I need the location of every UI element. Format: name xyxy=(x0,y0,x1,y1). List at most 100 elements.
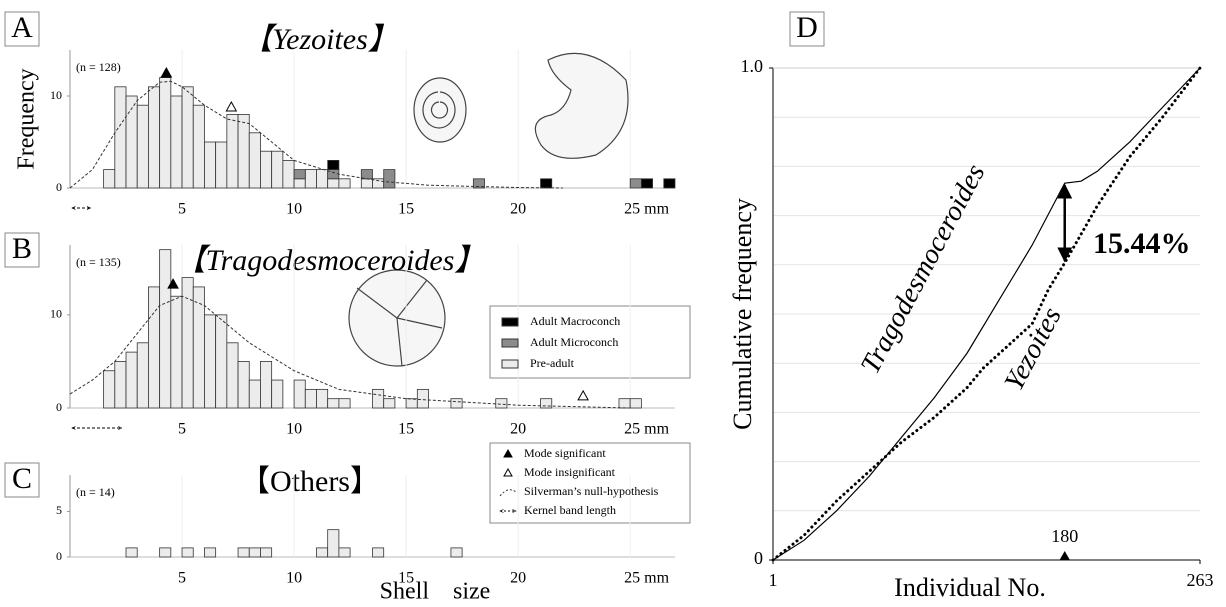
bar xyxy=(260,547,273,558)
x-tick-label: 1 xyxy=(769,570,778,590)
x-tick-label: 25 mm xyxy=(624,421,669,438)
x-axis-label: Shell size xyxy=(380,579,491,605)
series-label: Yezoites xyxy=(999,302,1068,395)
bar xyxy=(237,547,250,558)
bar xyxy=(372,388,385,409)
null-hypothesis-curve xyxy=(69,295,631,409)
bar xyxy=(226,114,239,189)
x-tick-label: 5 xyxy=(178,570,186,587)
x-tick-label: 5 xyxy=(178,421,186,438)
bar xyxy=(192,104,205,189)
key-symbol xyxy=(503,448,513,458)
x-axis-label: Individual No. xyxy=(894,573,1046,602)
bar xyxy=(237,114,250,189)
bar xyxy=(304,388,317,409)
bar xyxy=(170,295,183,409)
panel-letter-box xyxy=(789,11,825,47)
bar xyxy=(204,547,217,558)
bar xyxy=(450,398,463,409)
bar xyxy=(170,95,183,189)
key-label: Mode significant xyxy=(524,446,606,460)
bar xyxy=(103,370,116,409)
panel-title: 【Tragodesmoceroides】 xyxy=(176,244,485,277)
bar xyxy=(416,388,429,409)
y-tick-label: 10 xyxy=(50,307,62,321)
bar xyxy=(271,150,284,189)
bar xyxy=(237,361,250,409)
mode-marker xyxy=(225,101,238,112)
bar xyxy=(148,286,161,409)
bar xyxy=(383,169,396,189)
panel-letter: A xyxy=(11,11,33,44)
bar xyxy=(148,86,161,189)
bar xyxy=(136,104,149,189)
x-tick-label: 15 xyxy=(398,570,414,587)
sample-size: (n = 135) xyxy=(76,255,121,269)
x-tick-label: 5 xyxy=(178,201,186,218)
legend-label: Adult Macroconch xyxy=(530,314,620,328)
bar xyxy=(248,132,261,189)
x-tick-label: 20 xyxy=(510,570,526,587)
bar xyxy=(327,178,340,189)
x-tick-label: 20 xyxy=(510,201,526,218)
x-tick-label: 10 xyxy=(286,570,302,587)
y-tick-label: 5 xyxy=(56,503,62,517)
key-label: Kernel band length xyxy=(524,503,616,517)
key-label: Silverman’s null-hypothesis xyxy=(524,484,659,498)
mode-marker xyxy=(577,389,589,401)
bar xyxy=(629,398,642,409)
x-tick-label: 15 xyxy=(398,421,414,438)
bar xyxy=(136,342,149,409)
bar xyxy=(125,351,138,409)
panel-title: 【Yezoites】 xyxy=(242,23,398,56)
cumulative-line xyxy=(772,67,1201,561)
bar xyxy=(293,178,306,189)
panel-letter: C xyxy=(12,462,32,495)
bar xyxy=(450,547,463,558)
bar xyxy=(260,361,273,409)
bar xyxy=(181,86,194,189)
x-tick-label: 180 xyxy=(1051,526,1078,546)
key-box xyxy=(489,442,691,524)
bar xyxy=(159,547,172,558)
bar xyxy=(338,398,351,409)
bar xyxy=(282,159,295,189)
bar xyxy=(181,547,194,558)
bar xyxy=(618,398,631,409)
x-tick-label: 15 xyxy=(398,201,414,218)
bar xyxy=(472,178,485,189)
y-axis-label: Cumulative frequency xyxy=(728,198,757,430)
bar xyxy=(360,169,373,180)
mode-marker xyxy=(167,278,179,289)
bar xyxy=(204,314,217,409)
x-tick-label: 20 xyxy=(510,421,526,438)
bar xyxy=(629,178,642,189)
bar xyxy=(293,169,306,180)
bar xyxy=(125,547,138,558)
bar xyxy=(338,178,351,189)
bar xyxy=(327,159,340,170)
legend-box xyxy=(489,305,691,379)
bar xyxy=(114,86,127,189)
sample-size: (n = 14) xyxy=(76,485,115,499)
key-symbol xyxy=(499,489,517,497)
bar xyxy=(663,178,676,189)
y-tick-label: 0 xyxy=(56,549,62,563)
y-tick-label: 1.0 xyxy=(741,56,764,76)
bar xyxy=(181,277,194,409)
panel-letter-box xyxy=(4,462,40,498)
bar xyxy=(540,178,553,189)
sample-size: (n = 128) xyxy=(76,60,121,74)
bar xyxy=(103,169,116,189)
x-tick-label: 25 mm xyxy=(624,570,669,587)
bar xyxy=(260,150,273,189)
bar xyxy=(192,286,205,409)
legend-swatch xyxy=(501,359,519,369)
bar xyxy=(495,398,508,409)
bar xyxy=(271,379,284,409)
x-tick-label: 10 xyxy=(286,421,302,438)
x-tick-label: 263 xyxy=(1187,570,1214,590)
x-tick-label: 10 xyxy=(286,201,302,218)
y-tick-label: 10 xyxy=(50,88,62,102)
